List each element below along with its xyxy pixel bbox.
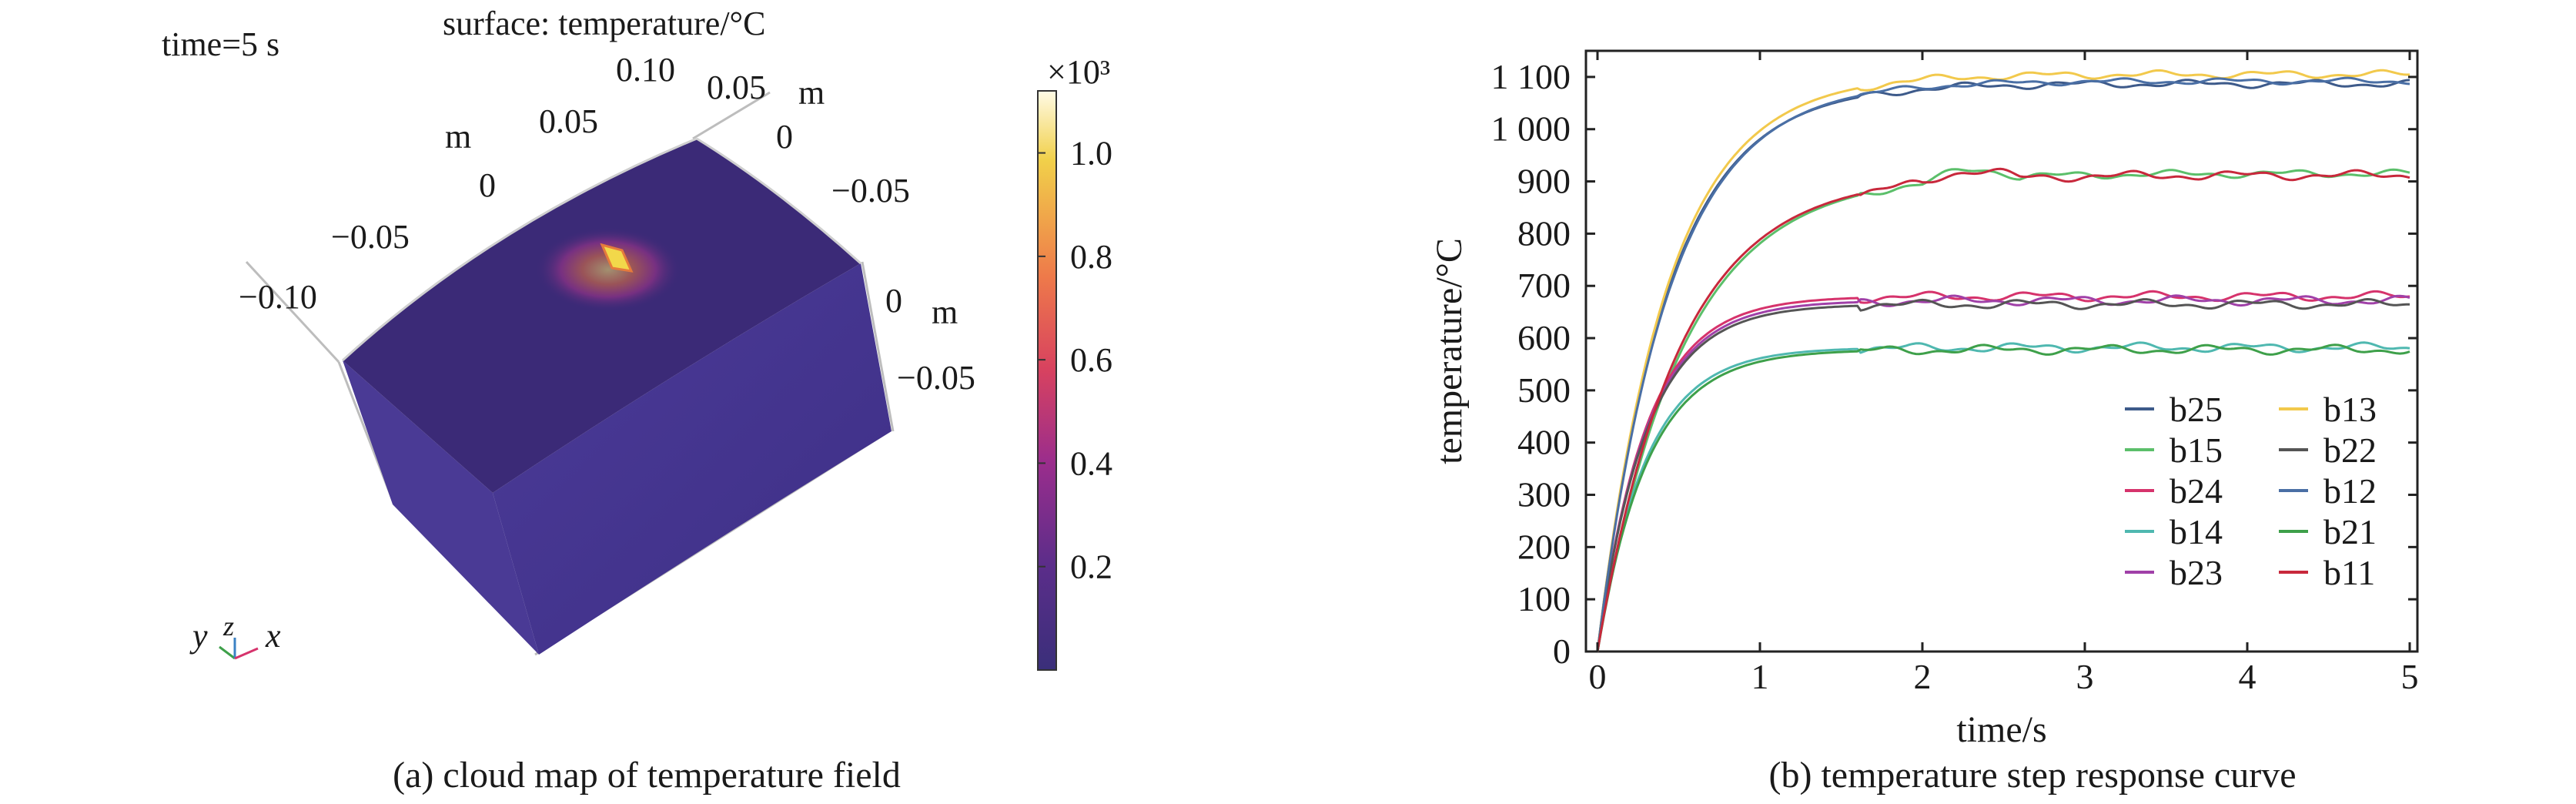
panel-a-axis-labels: −0.10 −0.05 0 0.05 0.10 m 0.05 m 0 −0.05… [239, 51, 975, 397]
axis-triad: y z x [189, 611, 281, 660]
temperature-block [341, 137, 892, 655]
series-line-b24 [1596, 290, 2410, 652]
triad-z-label: z [222, 611, 234, 642]
hotspot [600, 243, 634, 273]
legend-label-b15: b15 [2170, 430, 2223, 470]
block-right-face [493, 263, 892, 655]
legend-label-b24: b24 [2170, 471, 2223, 511]
panel-a-temperature-field: time=5 s surface: temperature/°C [162, 5, 1112, 796]
surface-label: surface: temperature/°C [443, 5, 766, 42]
z-tick-label: −0.05 [897, 359, 975, 397]
legend-label-b23: b23 [2170, 553, 2223, 592]
y-tick-label: 200 [1517, 527, 1571, 566]
y-tick-label: 400 [1517, 423, 1571, 462]
colorbar: ×10³ 1.0 0.8 0.6 0.4 0.2 [1037, 53, 1112, 671]
colorbar-tick-label: 0.8 [1070, 238, 1112, 276]
series-line-b13 [1596, 69, 2410, 652]
colorbar-tick-label: 0.2 [1070, 548, 1112, 586]
series-line-b21 [1596, 343, 2410, 652]
x-tick-label: 2 [1914, 657, 1932, 696]
series-line-b15 [1596, 168, 2410, 652]
x-tick-label: −0.05 [331, 218, 410, 256]
series-layer [1596, 69, 2410, 652]
legend-label-b22: b22 [2323, 430, 2377, 470]
z-tick-label: 0 [885, 282, 902, 320]
triad-y-label: y [189, 617, 208, 655]
legend-label-b25: b25 [2170, 390, 2223, 429]
x-tick-label: 0 [479, 166, 496, 204]
y-tick-label: 0 [776, 118, 793, 156]
x-axis-ticks: 0 1 2 3 4 5 [1589, 51, 2419, 696]
x-tick-label: 4 [2239, 657, 2257, 696]
y-tick-label: 1 000 [1491, 109, 1571, 149]
hotspot-glow [535, 227, 681, 312]
x-tick-label: 0.05 [539, 102, 598, 140]
plot-frame [1584, 49, 2419, 653]
colorbar-tick-label: 0.6 [1070, 341, 1112, 379]
x-tick-label: −0.10 [239, 278, 317, 316]
series-line-b12 [1596, 76, 2410, 652]
y-tick-label: 500 [1517, 370, 1571, 410]
x-axis-label: time/s [1956, 709, 2046, 750]
colorbar-tick-label: 0.4 [1070, 444, 1112, 482]
caption-a: (a) cloud map of temperature field [393, 755, 901, 796]
colorbar-gradient [1037, 90, 1057, 671]
y-tick-label: 100 [1517, 579, 1571, 618]
x-tick-label: 3 [2076, 657, 2094, 696]
triad-x-label: x [265, 617, 281, 655]
y-tick-label: −0.05 [831, 172, 910, 209]
x-tick-label: 1 [1751, 657, 1769, 696]
z-axis-unit: m [932, 293, 958, 331]
legend-label-b14: b14 [2170, 512, 2223, 551]
y-tick-label: 0 [1553, 631, 1571, 671]
block-front-face [343, 360, 539, 655]
series-line-b22 [1596, 298, 2410, 652]
legend-label-b12: b12 [2323, 471, 2377, 511]
y-tick-label: 800 [1517, 213, 1571, 253]
y-tick-label: 900 [1517, 162, 1571, 201]
y-axis-unit: m [798, 74, 825, 112]
y-tick-label: 600 [1517, 318, 1571, 357]
y-tick-label: 300 [1517, 475, 1571, 514]
time-label: time=5 s [162, 25, 279, 63]
series-line-b14 [1596, 341, 2410, 652]
y-axis-label: temperature/°C [1429, 238, 1470, 464]
y-axis-ticks: 0 100 200 300 400 500 600 700 800 900 1 000 1 100 [1491, 57, 2417, 671]
series-line-b25 [1596, 79, 2410, 652]
block-top-face [343, 139, 861, 493]
y-tick-label: 0.05 [707, 69, 766, 106]
x-tick-label: 0 [1589, 657, 1607, 696]
series-line-b11 [1596, 167, 2410, 652]
y-tick-label: 700 [1517, 266, 1571, 305]
colorbar-exponent: ×10³ [1047, 53, 1110, 91]
panel-b-step-response: 0 1 2 3 4 5 0 100 200 300 400 500 600 700 800 900 1 000… [1429, 49, 2419, 796]
x-axis-unit: m [445, 118, 471, 156]
legend-label-b11: b11 [2323, 553, 2375, 592]
legend-label-b13: b13 [2323, 390, 2377, 429]
caption-b: (b) temperature step response curve [1768, 755, 2296, 796]
colorbar-tick-label: 1.0 [1070, 135, 1112, 173]
x-tick-label: 0.10 [616, 51, 675, 89]
x-tick-label: 5 [2401, 657, 2419, 696]
legend-label-b21: b21 [2323, 512, 2377, 551]
y-tick-label: 1 100 [1491, 57, 1571, 96]
